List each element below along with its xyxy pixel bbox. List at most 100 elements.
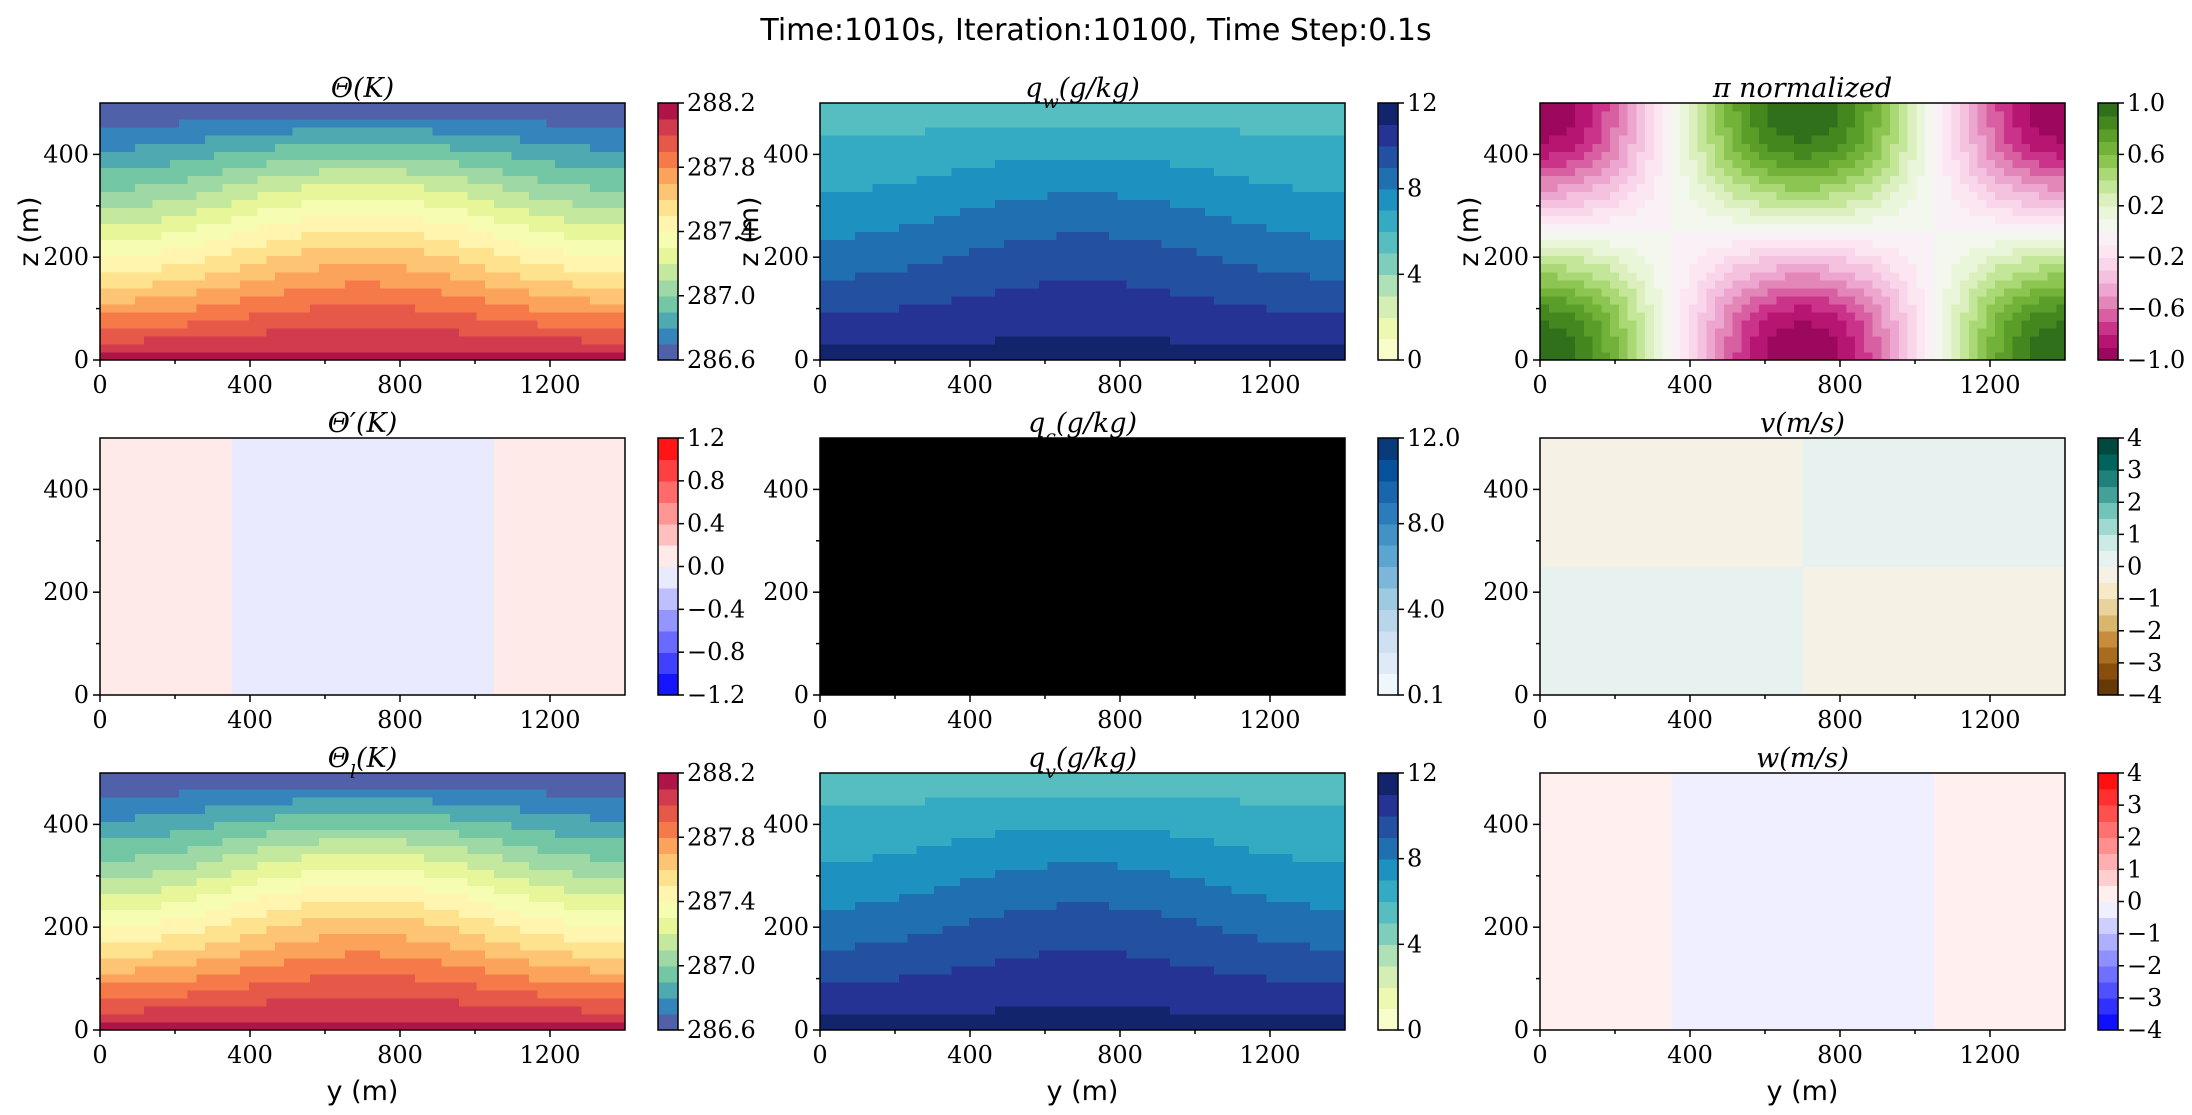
field-cell [828, 167, 839, 176]
field-cell [933, 223, 944, 233]
field-cell [590, 279, 600, 289]
field-cell [977, 351, 987, 361]
field-cell [846, 271, 856, 281]
field-cell [1653, 167, 1664, 176]
field-cell [292, 111, 302, 120]
field-cell [1275, 135, 1285, 144]
field-cell [406, 191, 416, 200]
field-cell [590, 191, 600, 200]
field-cell [528, 271, 539, 281]
field-cell [152, 311, 162, 321]
field-cell [135, 207, 145, 217]
field-cell [537, 183, 547, 192]
field-cell [476, 343, 486, 353]
field-cell [1187, 263, 1197, 273]
field-cell [598, 103, 609, 112]
field-cell [178, 295, 189, 305]
field-cell [1091, 223, 1101, 233]
field-cell [581, 343, 591, 353]
colorbar-swatch [1378, 103, 1398, 126]
field-cell [1135, 159, 1145, 168]
field-cell [968, 127, 979, 136]
field-cell [1336, 223, 1346, 233]
field-cell [1135, 207, 1145, 217]
field-cell [213, 231, 224, 241]
field-cell [231, 255, 241, 265]
field-cell [1557, 335, 1567, 345]
field-cell [1310, 255, 1320, 265]
field-cell [205, 271, 215, 281]
field-cell [1082, 127, 1092, 136]
field-cell [423, 239, 434, 249]
field-cell [397, 247, 407, 257]
field-cell [406, 151, 416, 160]
field-cell [1117, 167, 1127, 176]
field-cell [1091, 247, 1101, 257]
field-cell [881, 119, 891, 128]
field-cell [1601, 319, 1611, 329]
y-tick-label: 0 [794, 346, 809, 374]
field-cell [1750, 343, 1760, 353]
field-cell [1575, 127, 1585, 136]
field-cell [502, 215, 512, 225]
field-cell [485, 119, 495, 128]
field-cell [1566, 151, 1576, 160]
field-cell [820, 143, 830, 152]
field-cell [1196, 351, 1206, 361]
field-cell [117, 327, 127, 337]
field-cell [528, 287, 539, 297]
field-cell [1327, 343, 1337, 353]
field-cell [283, 303, 294, 313]
field-cell [117, 127, 127, 136]
field-cell [257, 231, 267, 241]
field-cell [1715, 207, 1725, 217]
field-cell [380, 295, 390, 305]
field-cell [108, 159, 119, 168]
field-cell [968, 343, 979, 353]
field-cell [520, 327, 530, 337]
field-cell [1811, 255, 1821, 265]
field-cell [916, 143, 926, 152]
field-cell [1671, 287, 1681, 297]
field-cell [1310, 327, 1320, 337]
field-cell [1257, 191, 1267, 200]
field-cell [493, 127, 504, 136]
field-cell [353, 263, 364, 273]
field-cell [820, 271, 830, 281]
field-cell [1575, 151, 1585, 160]
field-cell [493, 335, 504, 345]
field-cell [1723, 207, 1734, 217]
field-cell [1688, 279, 1699, 289]
field-cell [907, 183, 917, 192]
field-cell [555, 223, 565, 233]
field-cell [933, 111, 944, 120]
field-cell [607, 207, 617, 217]
field-cell [336, 327, 346, 337]
field-cell [283, 111, 294, 120]
field-cell [1003, 255, 1014, 265]
field-cell [1336, 311, 1346, 321]
field-cell [1618, 239, 1629, 249]
field-cell [1318, 239, 1329, 249]
field-cell [318, 343, 329, 353]
field-cell [1266, 239, 1276, 249]
field-cell [450, 207, 460, 217]
field-cell [318, 231, 329, 241]
field-cell [1047, 335, 1057, 345]
field-cell [951, 239, 961, 249]
field-cell [152, 135, 162, 144]
field-cell [1662, 151, 1672, 160]
field-cell [1275, 295, 1285, 305]
field-cell [1627, 207, 1637, 217]
field-cell [222, 135, 232, 144]
field-cell [995, 327, 1005, 337]
field-cell [1540, 175, 1550, 184]
field-cell [1688, 255, 1699, 265]
field-cell [1222, 327, 1232, 337]
field-cell [415, 327, 425, 337]
field-cell [266, 271, 276, 281]
field-cell [292, 239, 302, 249]
field-cell [1327, 215, 1337, 225]
field-cell [1671, 135, 1681, 144]
field-cell [925, 351, 935, 361]
